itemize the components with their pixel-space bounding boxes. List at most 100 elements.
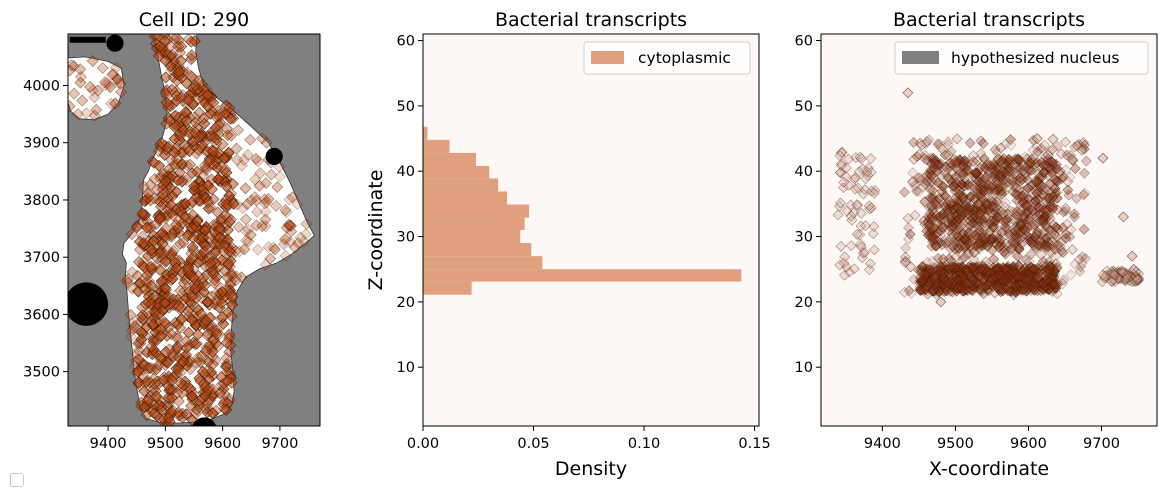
transcript-marker bbox=[183, 93, 196, 106]
scatter-marker bbox=[1014, 154, 1026, 166]
scatter-marker bbox=[1129, 269, 1141, 281]
transcript-marker bbox=[109, 98, 121, 110]
scatter-marker bbox=[1016, 238, 1027, 250]
scatter-marker bbox=[1068, 208, 1080, 220]
transcript-marker bbox=[216, 138, 229, 151]
scatter-marker bbox=[835, 240, 847, 252]
scatter-marker bbox=[1030, 242, 1042, 254]
scatter-marker bbox=[907, 167, 919, 179]
scatter-marker bbox=[1005, 285, 1017, 297]
transcript-marker bbox=[300, 218, 313, 230]
scatter-marker bbox=[1045, 187, 1057, 198]
scatter-marker bbox=[950, 225, 962, 237]
scatter-marker bbox=[1051, 231, 1063, 243]
scatter-marker bbox=[980, 232, 991, 243]
scatter-marker bbox=[842, 179, 854, 191]
scatter-marker bbox=[985, 215, 997, 227]
scatter-marker bbox=[855, 220, 867, 232]
scatter-marker bbox=[1111, 267, 1123, 279]
transcript-marker bbox=[230, 142, 243, 155]
transcript-marker bbox=[198, 245, 210, 258]
transcript-marker bbox=[249, 173, 262, 186]
transcript-marker bbox=[227, 198, 240, 211]
scatter-marker bbox=[1033, 193, 1044, 205]
transcript-marker bbox=[171, 386, 184, 399]
scatter-marker bbox=[1080, 155, 1092, 167]
transcript-marker bbox=[216, 311, 229, 324]
scatter-marker bbox=[1027, 283, 1039, 295]
scatter-marker bbox=[1121, 272, 1133, 284]
scatter-marker bbox=[856, 252, 868, 264]
transcript-marker bbox=[209, 245, 222, 257]
transcript-marker bbox=[136, 309, 149, 322]
transcript-marker bbox=[142, 361, 155, 374]
scatter-marker bbox=[1079, 187, 1091, 199]
scatter-marker bbox=[1113, 267, 1125, 279]
transcript-marker bbox=[142, 187, 155, 200]
transcript-marker bbox=[265, 168, 278, 181]
transcript-marker bbox=[211, 206, 224, 219]
scatter-marker bbox=[1031, 133, 1043, 144]
scatter-marker bbox=[961, 284, 973, 296]
transcript-marker bbox=[231, 154, 244, 166]
transcript-marker bbox=[200, 341, 213, 354]
transcript-marker bbox=[161, 141, 174, 154]
scatter-marker bbox=[1010, 153, 1021, 165]
legend-toggle-checkbox[interactable] bbox=[10, 473, 24, 487]
scatter-marker bbox=[943, 253, 955, 265]
transcript-marker bbox=[198, 159, 211, 172]
transcript-marker bbox=[300, 228, 312, 241]
scatter-marker bbox=[984, 179, 995, 191]
scatter-marker bbox=[985, 195, 997, 206]
transcript-marker bbox=[185, 35, 198, 48]
scatter-marker bbox=[930, 155, 942, 167]
histogram-bar bbox=[423, 217, 525, 230]
transcript-marker bbox=[161, 356, 174, 369]
scatter-marker bbox=[951, 195, 963, 207]
transcript-marker bbox=[219, 163, 232, 176]
scatter-marker bbox=[1030, 195, 1041, 207]
scatter-marker bbox=[957, 272, 969, 284]
scatter-marker bbox=[987, 179, 999, 191]
scatter-marker bbox=[916, 284, 928, 296]
scatter-marker bbox=[930, 240, 942, 252]
scatter-marker bbox=[924, 192, 936, 204]
scatter-marker bbox=[946, 262, 957, 273]
scatter-marker bbox=[1044, 224, 1056, 236]
scatter-marker bbox=[991, 147, 1003, 159]
transcript-marker bbox=[284, 219, 297, 232]
scatter-marker bbox=[1109, 276, 1121, 287]
scatter-marker bbox=[975, 192, 987, 203]
scatter-marker bbox=[1044, 178, 1056, 190]
scatter-marker bbox=[926, 212, 938, 224]
scatter-marker bbox=[1019, 281, 1031, 293]
transcript-marker bbox=[194, 356, 207, 369]
scatter-marker bbox=[963, 234, 975, 245]
scatter-marker bbox=[1002, 208, 1014, 220]
scatter-marker bbox=[863, 200, 875, 212]
transcript-marker bbox=[187, 271, 200, 284]
scatter-marker bbox=[834, 200, 845, 212]
scatter-marker bbox=[996, 155, 1008, 167]
transcript-marker bbox=[110, 61, 122, 74]
scatter-marker bbox=[936, 280, 948, 292]
scatter-marker bbox=[973, 279, 985, 291]
transcript-marker bbox=[208, 277, 221, 290]
scatter-marker bbox=[1009, 280, 1021, 292]
transcript-marker bbox=[125, 330, 137, 343]
scatter-marker bbox=[997, 175, 1009, 187]
scatter-marker bbox=[924, 219, 936, 231]
transcript-marker bbox=[297, 235, 310, 248]
transcript-marker bbox=[235, 271, 248, 284]
scatter-marker bbox=[859, 184, 871, 196]
transcript-marker bbox=[125, 325, 138, 337]
scatter-marker bbox=[1132, 274, 1143, 286]
scatter-marker bbox=[1060, 164, 1072, 176]
scatter-marker bbox=[1064, 231, 1076, 243]
scatter-marker bbox=[845, 199, 857, 211]
transcript-marker bbox=[192, 143, 205, 156]
transcript-marker bbox=[220, 180, 233, 193]
scatter-marker bbox=[921, 175, 933, 187]
scatter-marker bbox=[936, 221, 948, 233]
scatter-marker bbox=[995, 233, 1006, 245]
